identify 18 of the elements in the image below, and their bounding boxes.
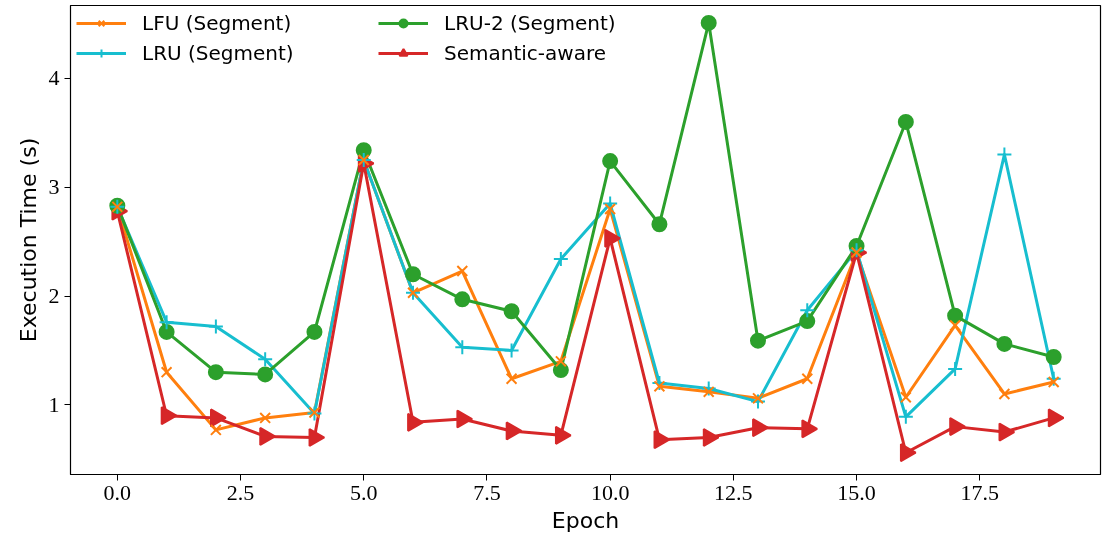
x-tick-label: 0.0 xyxy=(103,479,132,505)
x-tick-label: 17.5 xyxy=(960,479,1000,505)
y-tick-label: 1 xyxy=(48,391,60,417)
legend-label: LRU-2 (Segment) xyxy=(444,11,617,35)
x-tick-label: 12.5 xyxy=(714,479,753,505)
x-tick-label: 10.0 xyxy=(590,479,630,505)
legend-label: LRU (Segment) xyxy=(142,41,295,65)
legend-label: LFU (Segment) xyxy=(142,11,293,35)
y-axis-title: Execution Time (s) xyxy=(15,137,41,343)
x-tick-label: 5.0 xyxy=(349,479,378,505)
x-tick-label: 15.0 xyxy=(837,479,876,505)
x-tick-label: 7.5 xyxy=(473,479,501,505)
y-tick-label: 4 xyxy=(48,65,60,91)
legend-label: Semantic-aware xyxy=(444,41,607,65)
x-axis-title: Epoch xyxy=(551,507,620,533)
x-tick-label: 2.5 xyxy=(226,479,255,505)
y-tick-label: 3 xyxy=(48,174,60,200)
y-tick-label: 2 xyxy=(48,283,60,309)
